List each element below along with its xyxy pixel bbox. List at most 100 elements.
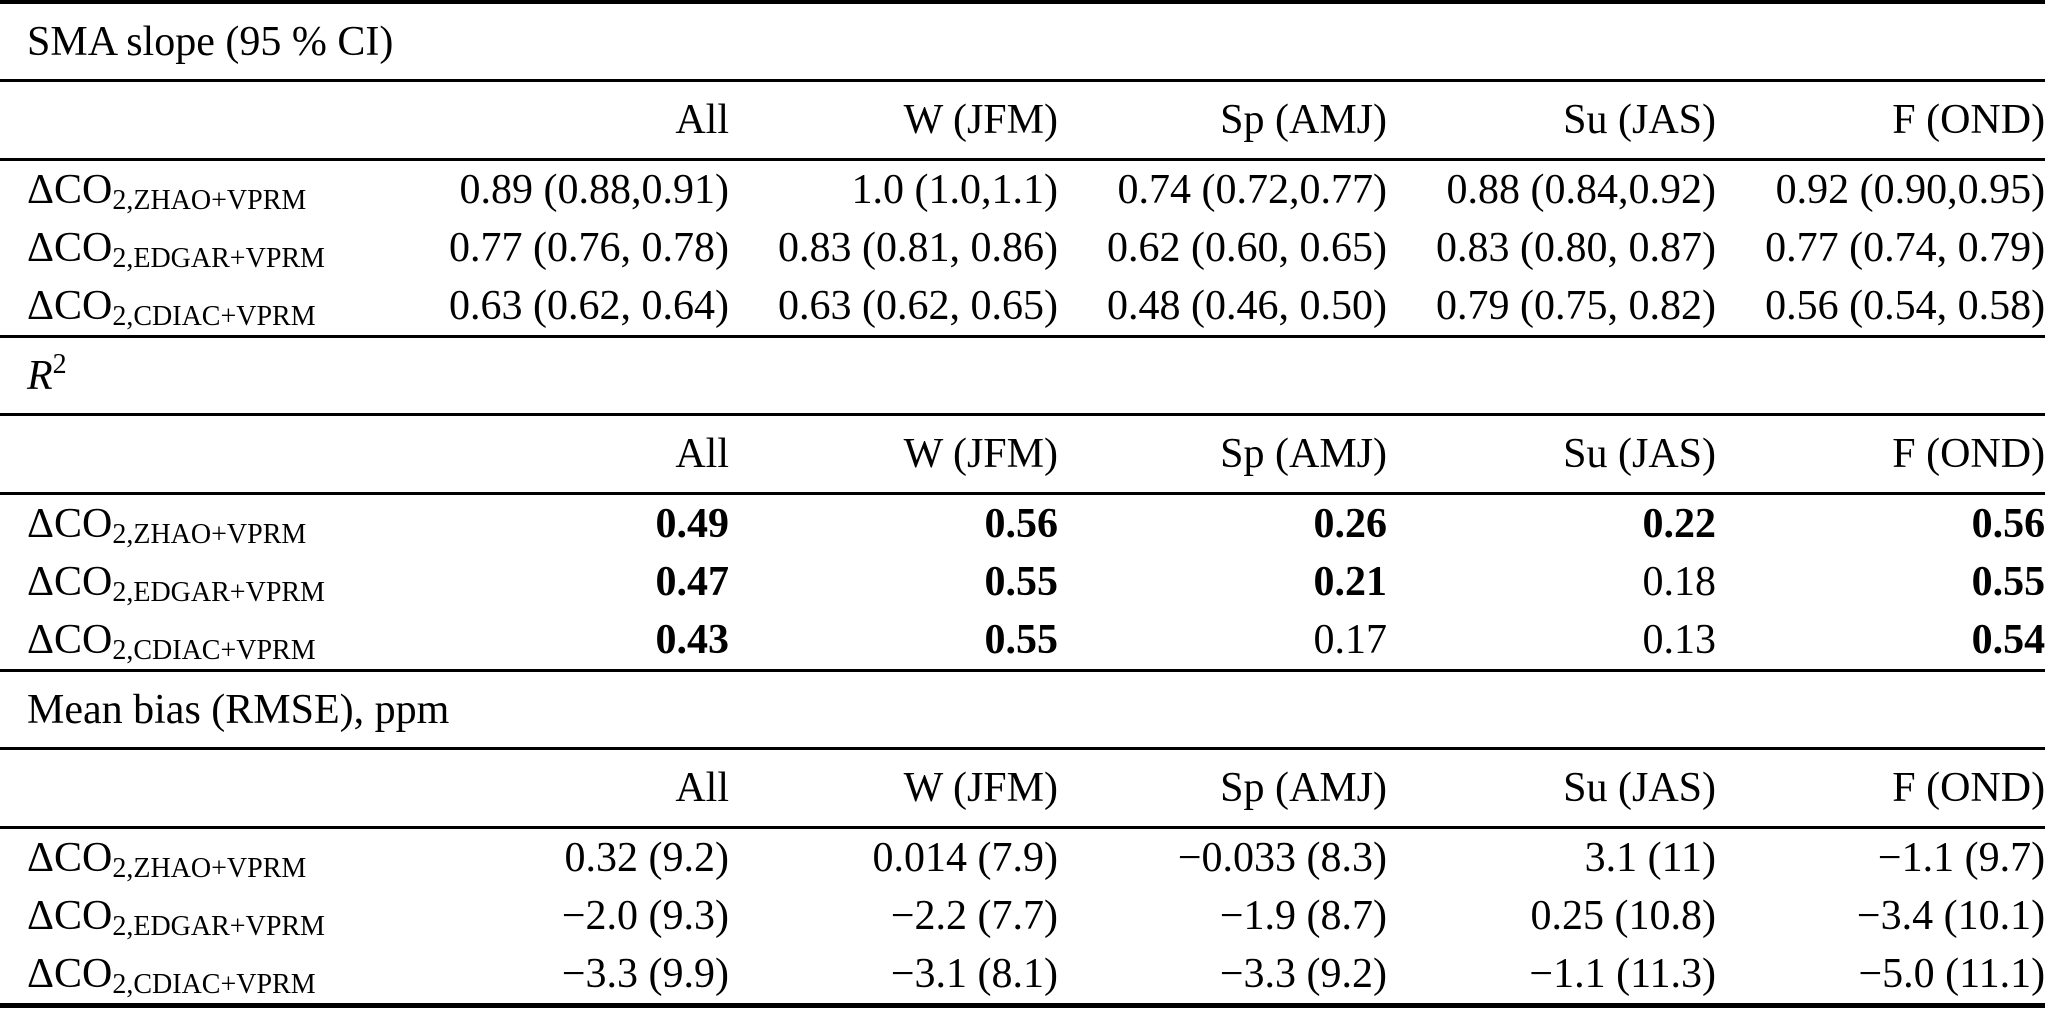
column-header-all: All: [400, 414, 729, 495]
value-cell: 0.13: [1387, 611, 1716, 672]
column-header-spring: Sp (AMJ): [1058, 748, 1387, 829]
table-row-edgar: ΔCO2,EDGAR+VPRM 0.47 0.55 0.21 0.18 0.55: [0, 553, 2045, 611]
column-header-empty: [0, 414, 400, 495]
column-header-row: All W (JFM) Sp (AMJ) Su (JAS) F (OND): [0, 80, 2046, 161]
delta-co2-prefix: ΔCO: [27, 951, 113, 997]
value-cell: −2.2 (7.7): [890, 893, 1058, 939]
section-title-mean-bias: Mean bias (RMSE), ppm: [0, 670, 2046, 750]
column-header-empty: [0, 80, 400, 161]
column-header-all: All: [400, 80, 729, 161]
section-title-sma-slope: SMA slope (95 % CI): [0, 2, 2046, 82]
value-cell: 0.32 (9.2): [564, 835, 729, 881]
value-cell: 0.55: [1971, 559, 2046, 605]
row-label-edgar: ΔCO2,EDGAR+VPRM: [0, 219, 400, 277]
delta-co2-prefix: ΔCO: [27, 501, 113, 547]
row-label-zhao: ΔCO2,ZHAO+VPRM: [0, 828, 400, 888]
row-label-cdiac: ΔCO2,CDIAC+VPRM: [0, 945, 400, 1006]
value-cell: 1.0 (1.0,1.1): [851, 167, 1058, 213]
value-cell: 0.21: [1313, 559, 1388, 605]
value-cell: 0.79 (0.75, 0.82): [1387, 277, 1716, 338]
section-title-row: Mean bias (RMSE), ppm: [0, 670, 2046, 750]
row-label-cdiac: ΔCO2,CDIAC+VPRM: [0, 611, 400, 672]
value-cell: −3.3 (9.2): [1219, 951, 1387, 997]
row-label-subscript: 2,EDGAR+VPRM: [112, 577, 325, 609]
value-cell: 0.83 (0.81, 0.86): [778, 225, 1058, 271]
value-cell: 0.25 (10.8): [1530, 893, 1716, 939]
value-cell: 0.88 (0.84,0.92): [1446, 167, 1716, 213]
value-cell: 0.43: [400, 611, 729, 672]
value-cell: 0.62 (0.60, 0.65): [1107, 225, 1387, 271]
column-header-row: All W (JFM) Sp (AMJ) Su (JAS) F (OND): [0, 414, 2046, 495]
row-label-subscript: 2,CDIAC+VPRM: [112, 301, 316, 333]
value-cell: 0.77 (0.74, 0.79): [1765, 225, 2046, 271]
table-row-cdiac: ΔCO2,CDIAC+VPRM 0.63 (0.62, 0.64) 0.63 (…: [0, 277, 2046, 338]
value-cell: 0.22: [1642, 501, 1717, 547]
section-r-squared: R2 All W (JFM) Sp (AMJ) Su (JAS) F (OND)…: [0, 336, 2046, 672]
row-label-subscript: 2,CDIAC+VPRM: [112, 969, 316, 1001]
delta-co2-prefix: ΔCO: [27, 559, 113, 605]
section-title-row: R2: [0, 336, 2046, 416]
table-row-edgar: ΔCO2,EDGAR+VPRM 0.77 (0.76, 0.78) 0.83 (…: [0, 219, 2045, 277]
row-label-subscript: 2,ZHAO+VPRM: [112, 185, 307, 217]
row-label-subscript: 2,EDGAR+VPRM: [112, 911, 325, 943]
row-label-zhao: ΔCO2,ZHAO+VPRM: [0, 160, 400, 220]
value-cell: 0.26: [1313, 501, 1388, 547]
delta-co2-prefix: ΔCO: [27, 225, 113, 271]
r-symbol: R: [27, 352, 53, 399]
value-cell: 0.63 (0.62, 0.65): [729, 277, 1058, 338]
value-cell: 0.54: [1716, 611, 2046, 672]
value-cell: 0.92 (0.90,0.95): [1775, 167, 2046, 213]
value-cell: 0.18: [1642, 559, 1717, 605]
value-cell: 0.55: [984, 559, 1059, 605]
value-cell: 0.55: [729, 611, 1058, 672]
delta-co2-prefix: ΔCO: [27, 283, 113, 329]
value-cell: 0.83 (0.80, 0.87): [1436, 225, 1716, 271]
row-label-subscript: 2,ZHAO+VPRM: [112, 519, 307, 551]
column-header-winter: W (JFM): [729, 414, 1058, 495]
column-header-spring: Sp (AMJ): [1058, 80, 1387, 161]
value-cell: −1.1 (9.7): [1877, 835, 2046, 881]
value-cell: 0.63 (0.62, 0.64): [400, 277, 729, 338]
value-cell: 0.77 (0.76, 0.78): [449, 225, 729, 271]
table-row-cdiac: ΔCO2,CDIAC+VPRM 0.43 0.55 0.17 0.13 0.54: [0, 611, 2046, 672]
value-cell: −3.3 (9.9): [561, 951, 729, 997]
value-cell: 0.48 (0.46, 0.50): [1058, 277, 1387, 338]
delta-co2-prefix: ΔCO: [27, 893, 113, 939]
row-label-cdiac: ΔCO2,CDIAC+VPRM: [0, 277, 400, 338]
value-cell: 0.74 (0.72,0.77): [1117, 167, 1387, 213]
value-cell: 0.49: [655, 501, 730, 547]
row-label-edgar: ΔCO2,EDGAR+VPRM: [0, 887, 400, 945]
value-cell: −5.0 (11.1): [1858, 951, 2046, 997]
value-cell: −1.9 (8.7): [1219, 893, 1387, 939]
value-cell: −0.033 (8.3): [1177, 835, 1387, 881]
value-cell: −2.0 (9.3): [561, 893, 729, 939]
column-header-summer: Su (JAS): [1387, 414, 1716, 495]
column-header-summer: Su (JAS): [1387, 748, 1716, 829]
column-header-fall: F (OND): [1716, 748, 2046, 829]
delta-co2-prefix: ΔCO: [27, 617, 113, 663]
value-cell: −1.1 (11.3): [1529, 951, 1716, 997]
row-label-zhao: ΔCO2,ZHAO+VPRM: [0, 494, 400, 554]
value-cell: 0.17: [1058, 611, 1387, 672]
column-header-all: All: [400, 748, 729, 829]
column-header-row: All W (JFM) Sp (AMJ) Su (JAS) F (OND): [0, 748, 2046, 829]
column-header-fall: F (OND): [1716, 80, 2046, 161]
value-cell: 0.56 (0.54, 0.58): [1716, 277, 2046, 338]
column-header-winter: W (JFM): [729, 80, 1058, 161]
value-cell: −3.4 (10.1): [1856, 893, 2046, 939]
value-cell: 3.1 (11): [1584, 835, 1716, 881]
column-header-spring: Sp (AMJ): [1058, 414, 1387, 495]
value-cell: 0.47: [655, 559, 730, 605]
section-mean-bias: Mean bias (RMSE), ppm All W (JFM) Sp (AM…: [0, 670, 2046, 1006]
row-label-subscript: 2,ZHAO+VPRM: [112, 853, 307, 885]
value-cell: 0.89 (0.88,0.91): [459, 167, 729, 213]
column-header-summer: Su (JAS): [1387, 80, 1716, 161]
value-cell: −3.1 (8.1): [890, 951, 1058, 997]
row-label-edgar: ΔCO2,EDGAR+VPRM: [0, 553, 400, 611]
value-cell: 0.56: [1971, 501, 2046, 547]
table-row-zhao: ΔCO2,ZHAO+VPRM 0.89 (0.88,0.91) 1.0 (1.0…: [0, 160, 2045, 220]
section-title-row: SMA slope (95 % CI): [0, 2, 2046, 82]
table-row-zhao: ΔCO2,ZHAO+VPRM 0.32 (9.2) 0.014 (7.9) −0…: [0, 828, 2045, 888]
value-cell: 0.014 (7.9): [872, 835, 1058, 881]
